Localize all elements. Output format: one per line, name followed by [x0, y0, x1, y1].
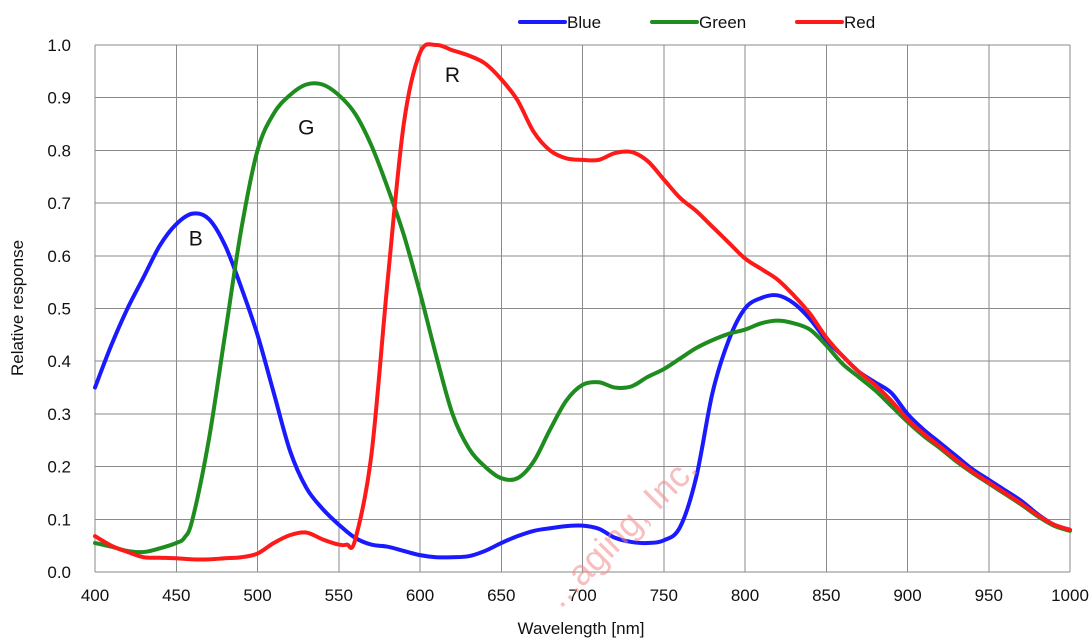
x-tick-label: 950 [975, 586, 1003, 605]
y-tick-label: 1.0 [47, 36, 71, 55]
y-tick-label: 0.3 [47, 405, 71, 424]
legend-label-red: Red [844, 13, 875, 32]
y-tick-label: 0.8 [47, 141, 71, 160]
legend: Blue Green Red [518, 13, 875, 32]
y-axis-label: Relative response [8, 240, 27, 376]
x-tick-label: 800 [731, 586, 759, 605]
y-tick-label: 0.7 [47, 194, 71, 213]
x-tick-label: 1000 [1051, 586, 1089, 605]
x-tick-labels: 400 450 500 550 600 650 700 750 800 850 900 950 1000 [81, 586, 1089, 605]
y-tick-label: 0.0 [47, 563, 71, 582]
y-tick-label: 0.6 [47, 247, 71, 266]
x-tick-label: 600 [406, 586, 434, 605]
x-tick-label: 700 [568, 586, 596, 605]
series-line-blue [93, 211, 1072, 560]
x-tick-label: 750 [650, 586, 678, 605]
curve-label-r: R [445, 64, 460, 87]
x-tick-label: 400 [81, 586, 109, 605]
curve-label-g: G [298, 117, 314, 140]
x-tick-label: 650 [487, 586, 515, 605]
grid [94, 44, 1071, 573]
y-tick-label: 0.5 [47, 300, 71, 319]
x-axis-label: Wavelength [nm] [518, 619, 645, 638]
y-tick-labels: 0.0 0.1 0.2 0.3 0.4 0.5 0.6 0.7 0.8 0.9 1.0 [47, 36, 71, 582]
y-tick-label: 0.2 [47, 458, 71, 477]
x-tick-label: 850 [812, 586, 840, 605]
curve-annotations: B G R [189, 64, 460, 250]
y-tick-label: 0.1 [47, 510, 71, 529]
legend-label-blue: Blue [567, 13, 601, 32]
x-tick-label: 500 [243, 586, 271, 605]
y-tick-label: 0.4 [47, 352, 71, 371]
y-tick-label: 0.9 [47, 89, 71, 108]
curve-label-b: B [189, 227, 203, 250]
x-tick-label: 450 [162, 586, 190, 605]
x-tick-label: 550 [325, 586, 353, 605]
series-lines [93, 42, 1072, 562]
legend-label-green: Green [699, 13, 746, 32]
x-tick-label: 900 [893, 586, 921, 605]
series-line-green [93, 81, 1072, 555]
series-line-red [93, 42, 1072, 562]
